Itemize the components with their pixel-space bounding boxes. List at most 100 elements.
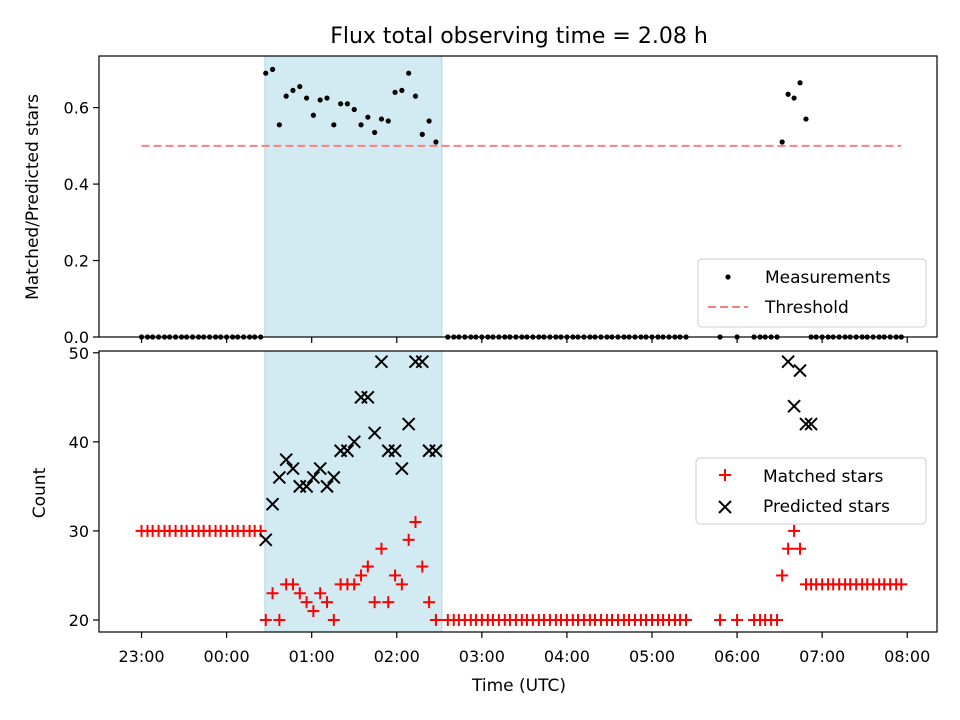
measurement-point	[433, 139, 439, 145]
matched-star-point	[409, 516, 422, 529]
matched-star-point	[286, 578, 299, 591]
matched-star-point	[429, 613, 442, 626]
top-observing-span	[264, 55, 443, 338]
measurement-point	[317, 97, 323, 103]
measurement-point	[297, 83, 303, 90]
bottom-axes-frame	[98, 350, 938, 633]
matched-star-point	[382, 596, 395, 609]
matched-star-point	[788, 524, 801, 537]
measurement-point	[283, 93, 289, 99]
measurement-point	[263, 70, 269, 76]
predicted-star-point	[395, 461, 409, 476]
matched-star-point	[776, 569, 789, 582]
measurement-point	[372, 129, 378, 136]
matched-star-point	[782, 542, 795, 555]
matched-star-point	[273, 613, 286, 626]
y-tick-label: 0.0	[64, 328, 89, 347]
top-axes-frame	[98, 55, 938, 338]
predicted-star-point	[804, 417, 818, 431]
predicted-star-point	[259, 533, 273, 547]
matched-star-point	[714, 613, 727, 626]
top-legend: Measurements Threshold	[697, 258, 927, 328]
measurement-point	[338, 101, 344, 107]
matched-star-point	[307, 605, 320, 618]
x-tick-label: 06:00	[714, 647, 760, 666]
predicted-star-point	[320, 479, 334, 494]
predicted-star-point	[388, 444, 402, 458]
x-tick-label: 01:00	[289, 647, 335, 666]
measurement-point	[385, 118, 391, 124]
measurement-point	[276, 122, 282, 128]
bottom-legend: Matched stars Predicted stars	[695, 457, 927, 525]
y-tick-label: 50	[69, 344, 89, 363]
predicted-star-point	[793, 363, 807, 378]
measurement-point	[324, 95, 330, 101]
matched-star-point	[416, 560, 429, 573]
measurement-point	[303, 95, 310, 101]
measurement-point	[378, 116, 385, 122]
top-y-axis-label: Matched/Predicted stars	[23, 94, 43, 300]
top-panel: 0.0 0.2 0.4 0.6 Matched/Predicted stars Mea…	[23, 55, 938, 347]
y-tick-label: 0.4	[64, 175, 89, 194]
matched-star-point	[327, 613, 340, 626]
predicted-star-point	[313, 461, 327, 476]
measurement-point	[331, 122, 337, 128]
x-tick-label: 08:00	[884, 647, 930, 666]
matched-star-point	[348, 578, 361, 591]
matched-star-point	[423, 596, 436, 609]
y-tick-label: 0.2	[64, 252, 89, 271]
legend-label-predicted: Predicted stars	[763, 497, 890, 517]
x-tick-label: 07:00	[799, 647, 845, 666]
measurement-point	[290, 87, 296, 94]
predicted-star-point	[374, 354, 389, 369]
x-tick-label: 00:00	[204, 647, 250, 666]
predicted-star-point	[401, 417, 416, 431]
matched-star-point	[771, 613, 784, 626]
x-tick-label: 04:00	[544, 647, 590, 666]
y-tick-label: 40	[69, 433, 89, 452]
matched-star-point	[794, 542, 807, 555]
measurement-point	[791, 95, 797, 101]
matched-star-point	[680, 613, 693, 626]
matched-star-point	[293, 587, 306, 600]
predicted-star-point	[279, 452, 293, 467]
matched-star-point	[300, 596, 313, 609]
measurement-point	[269, 66, 276, 72]
matched-star-point	[731, 613, 744, 626]
matched-star-point	[314, 587, 327, 600]
predicted-star-point	[787, 399, 801, 413]
matched-star-point	[355, 569, 368, 582]
legend-label-matched: Matched stars	[763, 467, 883, 487]
measurement-point	[426, 118, 432, 124]
y-tick-label: 30	[69, 522, 89, 541]
predicted-star-point	[265, 497, 280, 511]
measurement-point	[803, 116, 809, 122]
predicted-star-point	[781, 354, 795, 369]
measurement-point	[365, 114, 371, 120]
predicted-star-point	[415, 354, 429, 369]
predicted-star-point	[327, 470, 341, 485]
predicted-star-point	[361, 390, 375, 405]
predicted-star-point	[367, 426, 382, 440]
measurement-point	[785, 91, 791, 97]
matched-star-point	[375, 542, 388, 555]
measurement-point	[406, 70, 412, 76]
matched-star-point	[368, 596, 381, 609]
measurement-point	[419, 131, 425, 137]
matched-star-point	[259, 613, 272, 626]
y-tick-label: 20	[69, 611, 89, 630]
measurement-point	[344, 101, 351, 107]
matched-star-point	[402, 533, 415, 546]
x-tick-label: 03:00	[459, 647, 505, 666]
predicted-star-point	[799, 417, 813, 431]
legend-marker-matched	[719, 469, 731, 481]
matched-star-point	[321, 596, 334, 609]
x-tick-label: 23:00	[118, 647, 164, 666]
bottom-panel: 23:00 00:00 01:00 02:00 03:00 04:00 05:00 06:00…	[30, 344, 938, 696]
measurement-point	[392, 89, 398, 95]
measurement-point	[310, 112, 316, 118]
legend-marker-predicted	[718, 500, 732, 514]
matched-star-point	[389, 569, 402, 582]
measurement-point	[358, 122, 364, 128]
